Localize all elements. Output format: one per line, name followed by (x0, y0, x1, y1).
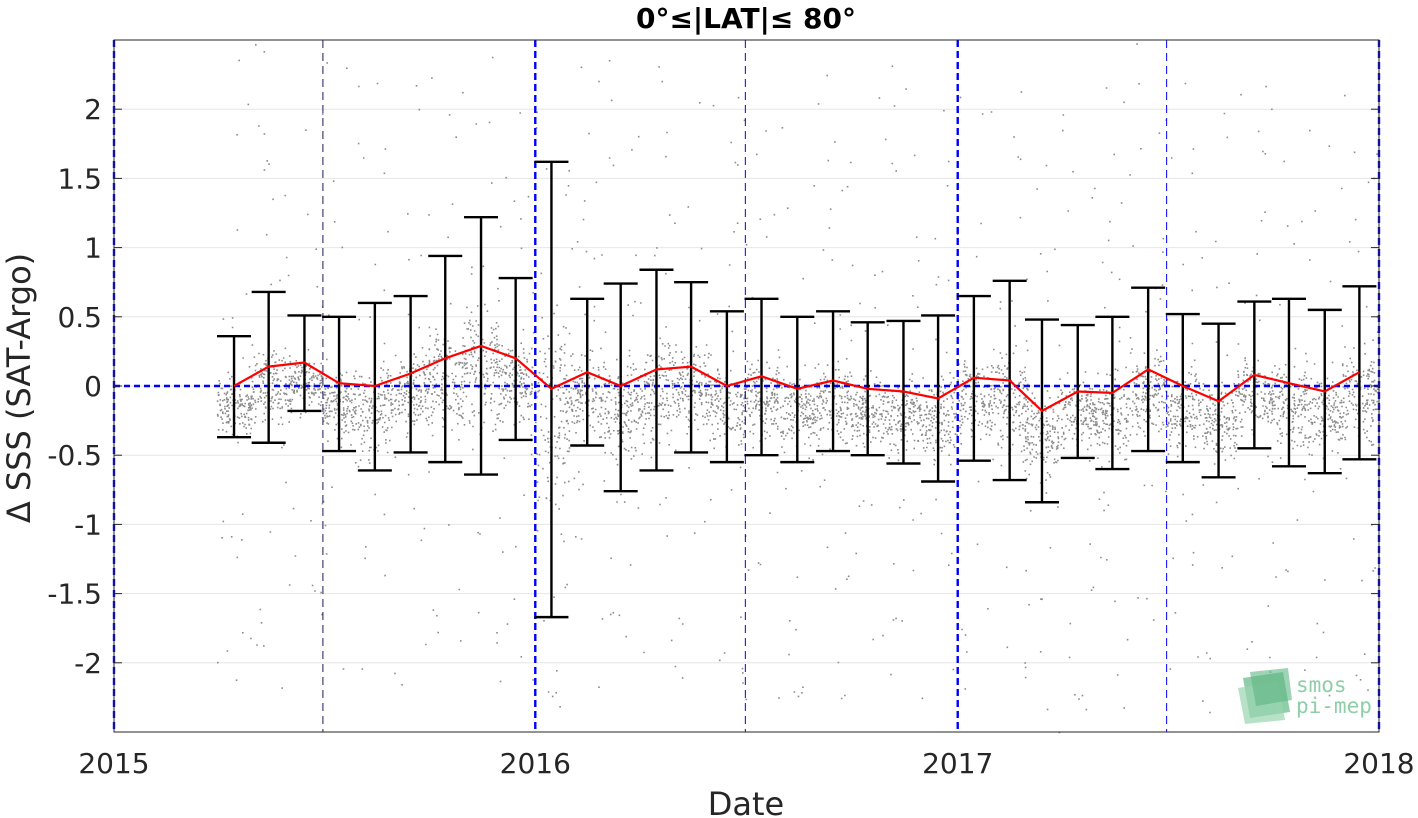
y-tick-label: 0.5 (57, 301, 102, 334)
y-tick-label: -2 (74, 647, 102, 680)
error-bar (603, 282, 638, 493)
error-bar (1165, 312, 1200, 464)
error-bars (217, 160, 1377, 619)
error-bar (217, 334, 252, 439)
y-tick-labels: -2 -1.5 -1 -0.5 0 0.5 1 1.5 2 (47, 93, 102, 680)
logo-mark-icon (1238, 668, 1292, 724)
logo-text-line2: pi-mep (1296, 694, 1372, 718)
y-tick-label: -1 (74, 508, 102, 541)
y-tick-label: -0.5 (47, 439, 102, 472)
y-axis-label: Δ SSS (SAT-Argo) (0, 253, 38, 523)
x-tick-labels: 2015 2016 2017 2018 (78, 747, 1414, 780)
y-tick-label: 1.5 (57, 162, 102, 195)
x-axis-label: Date (708, 785, 784, 818)
x-tick-label: 2018 (1343, 747, 1414, 780)
logo-text-line1: smos (1296, 673, 1347, 697)
x-tick-label: 2015 (78, 747, 149, 780)
y-tick-label: -1.5 (47, 578, 102, 611)
y-tick-label: 2 (84, 93, 102, 126)
x-tick-label: 2017 (922, 747, 993, 780)
y-tick-label: 0 (84, 370, 102, 403)
y-tick-label: 1 (84, 232, 102, 265)
x-tick-label: 2016 (500, 747, 571, 780)
axes (113, 39, 1380, 733)
chart-title: 0°≤|LAT|≤ 80° (636, 2, 856, 35)
smos-pimep-logo: smos pi-mep (1238, 668, 1372, 724)
mean-line (233, 344, 1360, 413)
